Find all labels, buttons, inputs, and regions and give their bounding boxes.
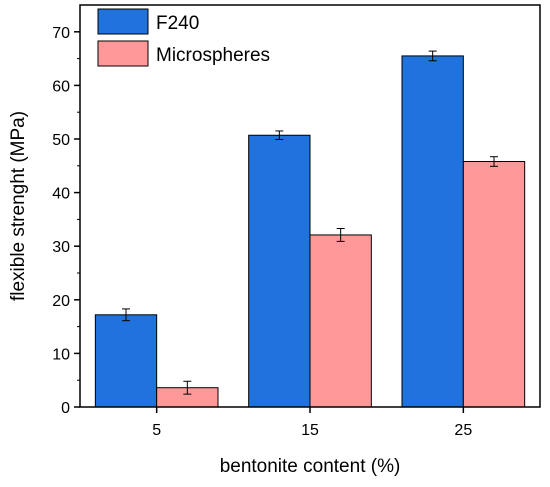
x-tick-label-25: 25 <box>454 422 472 439</box>
error-bar-f240-25 <box>428 50 437 62</box>
bar-microspheres-25 <box>462 161 526 408</box>
legend-label-microspheres: Microspheres <box>156 45 270 66</box>
error-bar-microspheres-25 <box>490 156 498 167</box>
bars-layer <box>94 55 526 408</box>
error-bar-f240-5 <box>122 308 130 322</box>
y-tick-label-60: 60 <box>52 78 70 95</box>
error-bars-layer <box>122 50 498 395</box>
y-tick-label-10: 10 <box>52 346 70 363</box>
legend-swatch-f240 <box>97 8 149 35</box>
y-tick-label-50: 50 <box>52 132 70 149</box>
y-tick-label-70: 70 <box>52 25 70 42</box>
error-bar-microspheres-15 <box>336 228 345 242</box>
bar-f240-15 <box>248 134 311 408</box>
bar-microspheres-15 <box>309 234 372 408</box>
legend-item-microspheres: Microspheres <box>97 40 270 67</box>
y-axis-title: flexible strenght (MPa) <box>8 111 29 301</box>
y-tick-label-0: 0 <box>61 400 70 417</box>
y-tick-label-20: 20 <box>52 293 70 310</box>
legend-label-f240: F240 <box>156 13 199 34</box>
legend: F240 Microspheres <box>97 8 270 67</box>
x-tick-label-5: 5 <box>152 422 161 439</box>
bar-f240-25 <box>401 55 464 408</box>
x-tick-label-15: 15 <box>301 422 319 439</box>
legend-item-f240: F240 <box>97 8 199 35</box>
error-bar-f240-15 <box>275 130 284 141</box>
y-tick-label-40: 40 <box>52 186 70 203</box>
error-bar-microspheres-5 <box>183 380 192 395</box>
y-tick-label-30: 30 <box>52 239 70 256</box>
legend-swatch-microspheres <box>97 40 149 67</box>
ticks-layer: 0 10 20 30 40 50 60 70 5 15 25 <box>52 25 472 439</box>
x-axis-title: bentonite content (%) <box>220 456 401 477</box>
bar-f240-5 <box>94 314 158 408</box>
